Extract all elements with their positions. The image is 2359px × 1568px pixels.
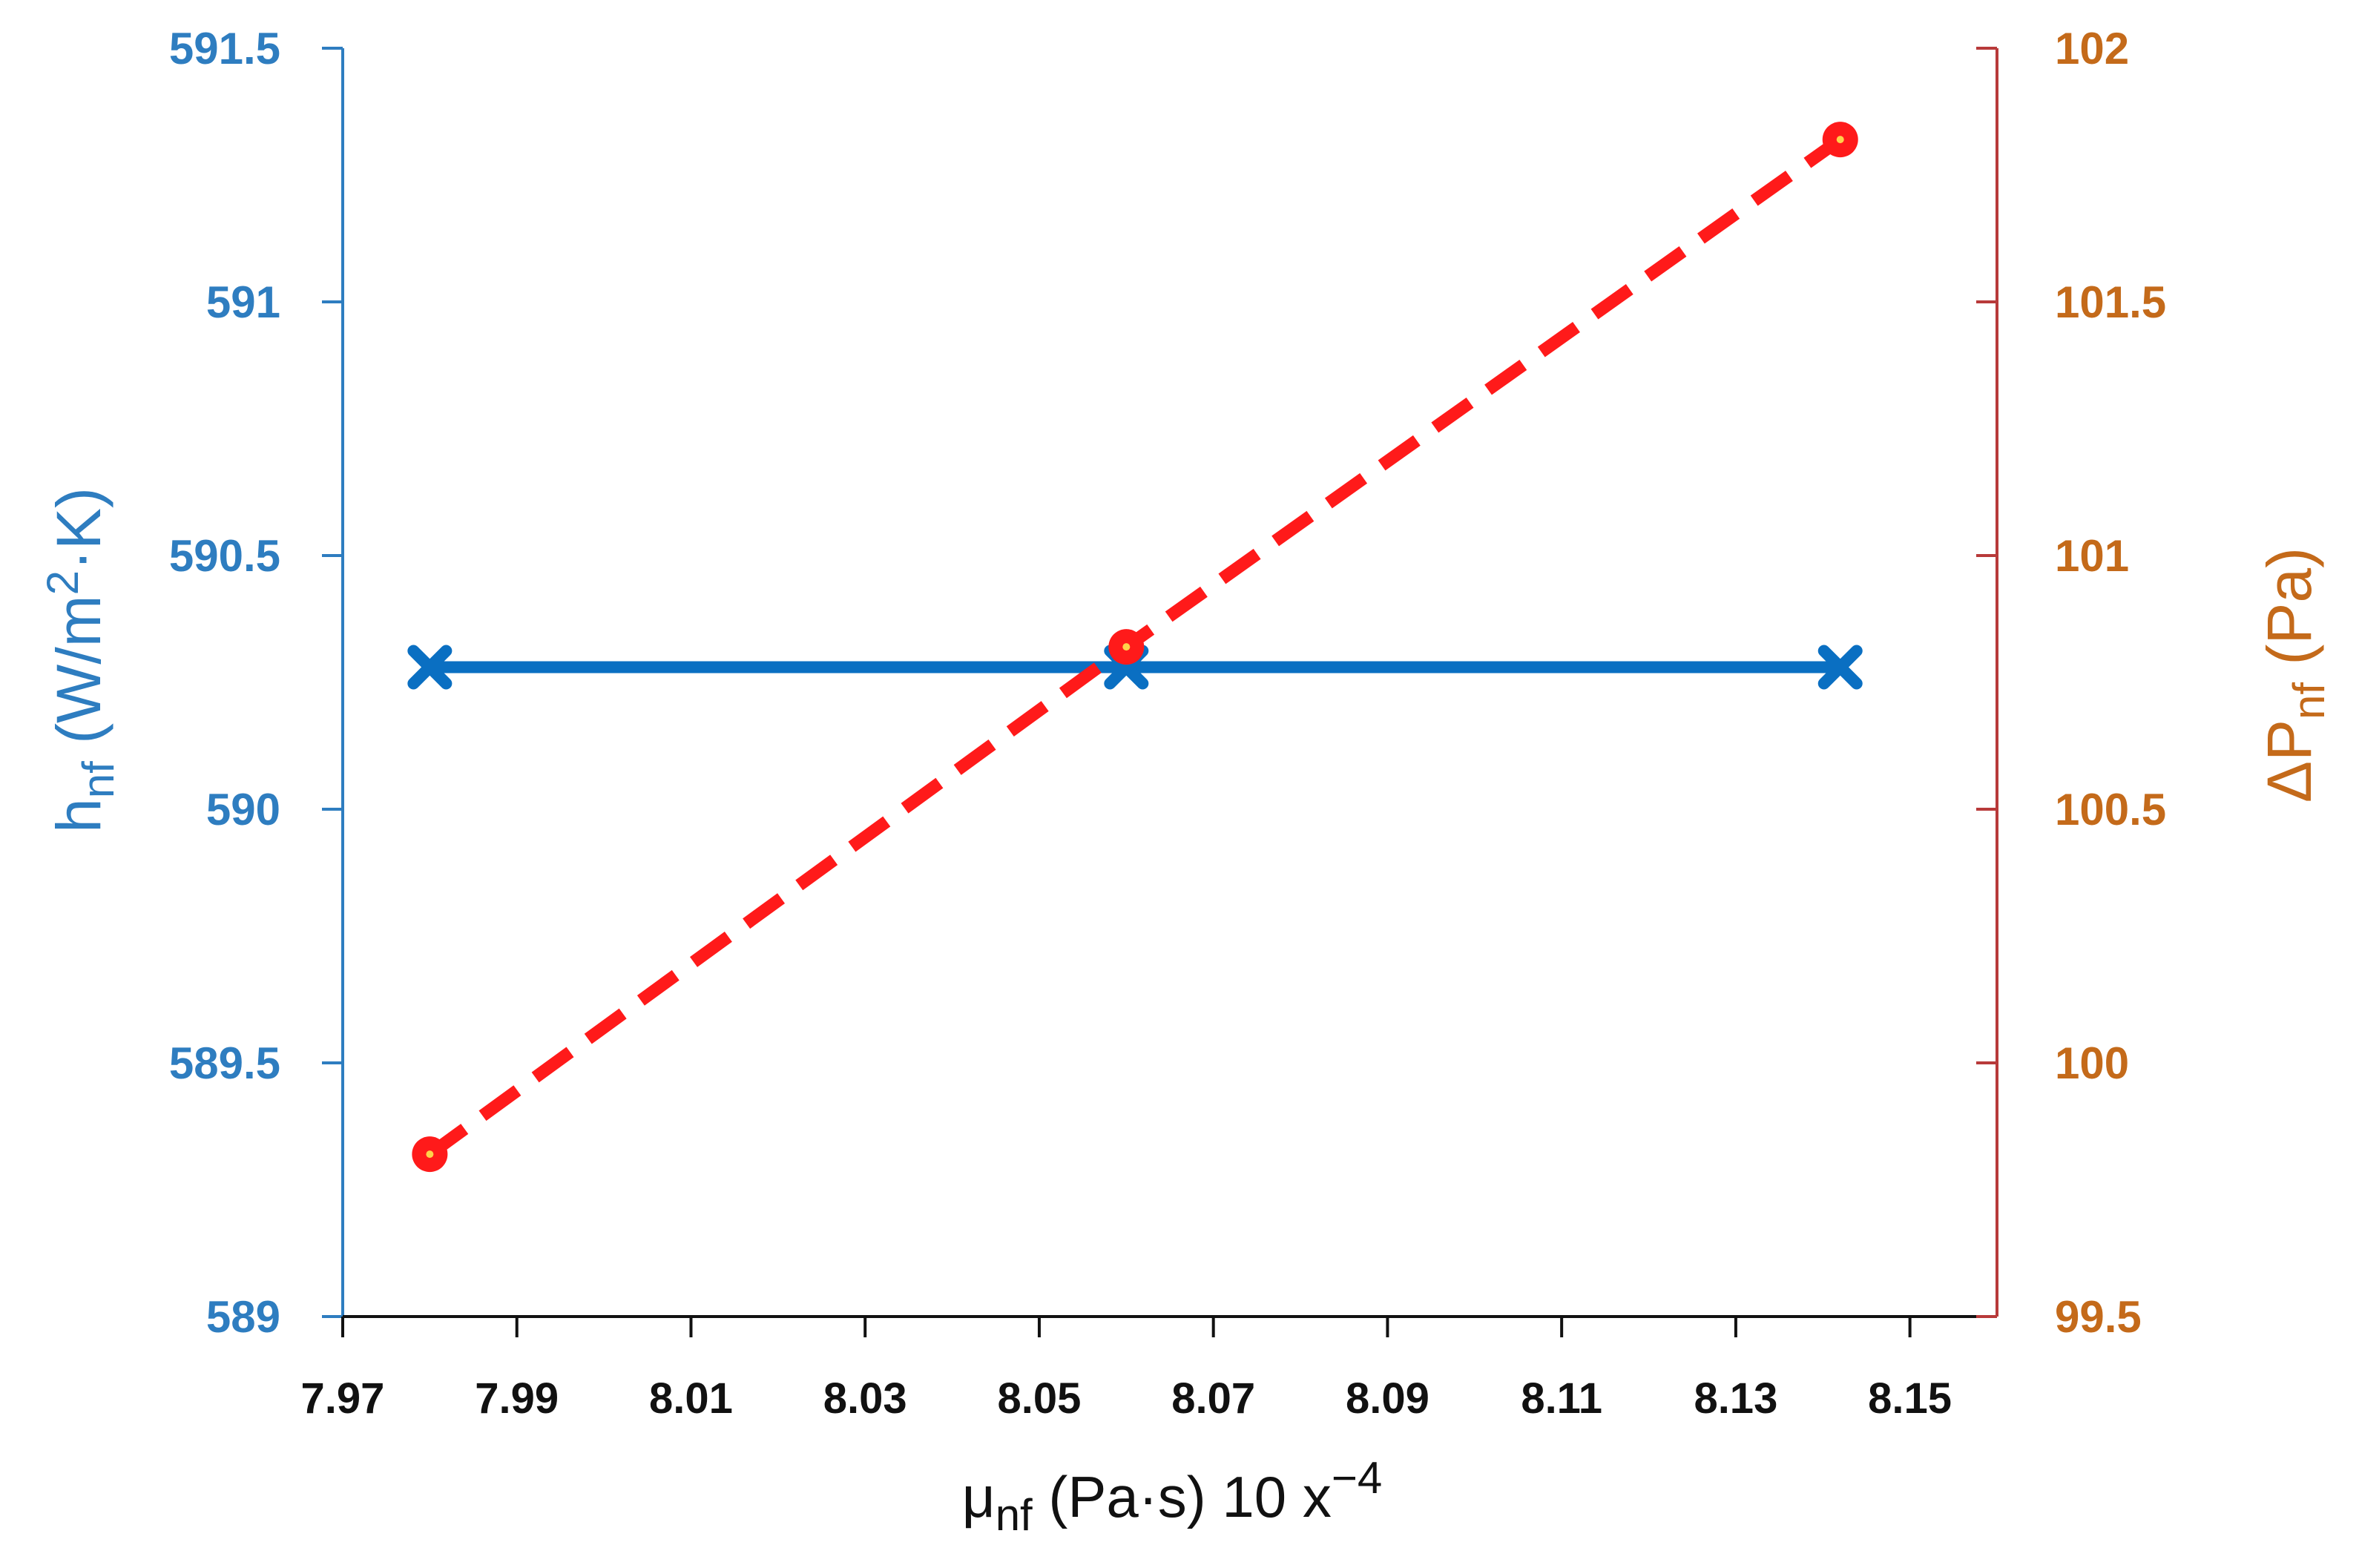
right-y-axis-ticks: 99.5 100 100.5 101 101.5 102 xyxy=(1976,24,2166,1342)
x-axis-title: μnf (Pa·s) 10 x−4 xyxy=(962,1453,1383,1540)
x-tick-label: 8.11 xyxy=(1521,1374,1602,1423)
x-marker-stroke xyxy=(1817,645,1863,690)
right-y-tick-label: 100.5 xyxy=(2055,785,2166,834)
circle-marker-center xyxy=(426,1150,434,1159)
left-y-axis-title: hnf (W/m2·K) xyxy=(38,487,123,833)
left-y-tick-label: 590 xyxy=(206,785,280,834)
circle-marker-center xyxy=(1122,643,1131,651)
circle-marker-center xyxy=(1836,136,1844,144)
series-layer xyxy=(407,122,1863,1173)
x-tick-label: 8.09 xyxy=(1346,1374,1429,1423)
series-1-marker xyxy=(1817,645,1863,690)
x-tick-label: 8.03 xyxy=(823,1374,907,1423)
x-axis-ticks: 7.97 7.99 8.01 8.03 8.05 8.07 8.09 8.11 8.13 8.15 xyxy=(301,1317,1952,1423)
series-2-marker xyxy=(1108,629,1145,665)
x-marker-stroke xyxy=(407,645,453,690)
x-tick-label: 7.97 xyxy=(301,1374,385,1423)
left-y-axis-ticks: 589 589.5 590 590.5 591 591.5 xyxy=(169,24,343,1342)
series-1-marker xyxy=(407,645,453,690)
series-2-marker xyxy=(412,1136,448,1173)
left-y-tick-label: 590.5 xyxy=(169,531,280,581)
series-2-marker xyxy=(1822,122,1858,158)
right-y-tick-label: 101.5 xyxy=(2055,277,2166,327)
left-y-tick-label: 589 xyxy=(206,1292,280,1342)
x-tick-label: 8.13 xyxy=(1694,1374,1777,1423)
right-y-tick-label: 100 xyxy=(2055,1038,2129,1088)
x-tick-label: 8.07 xyxy=(1171,1374,1255,1423)
x-tick-label: 8.05 xyxy=(998,1374,1082,1423)
right-y-tick-label: 101 xyxy=(2055,531,2129,581)
left-y-tick-label: 591 xyxy=(206,277,280,327)
right-y-tick-label: 102 xyxy=(2055,24,2129,73)
right-y-axis-title: ΔPnf (Pa) xyxy=(2254,547,2334,803)
left-y-tick-label: 589.5 xyxy=(169,1038,280,1088)
x-tick-label: 8.15 xyxy=(1868,1374,1952,1423)
x-tick-label: 8.01 xyxy=(649,1374,733,1423)
x-tick-label: 7.99 xyxy=(475,1374,559,1423)
left-y-tick-label: 591.5 xyxy=(169,24,280,73)
right-y-tick-label: 99.5 xyxy=(2055,1292,2142,1342)
